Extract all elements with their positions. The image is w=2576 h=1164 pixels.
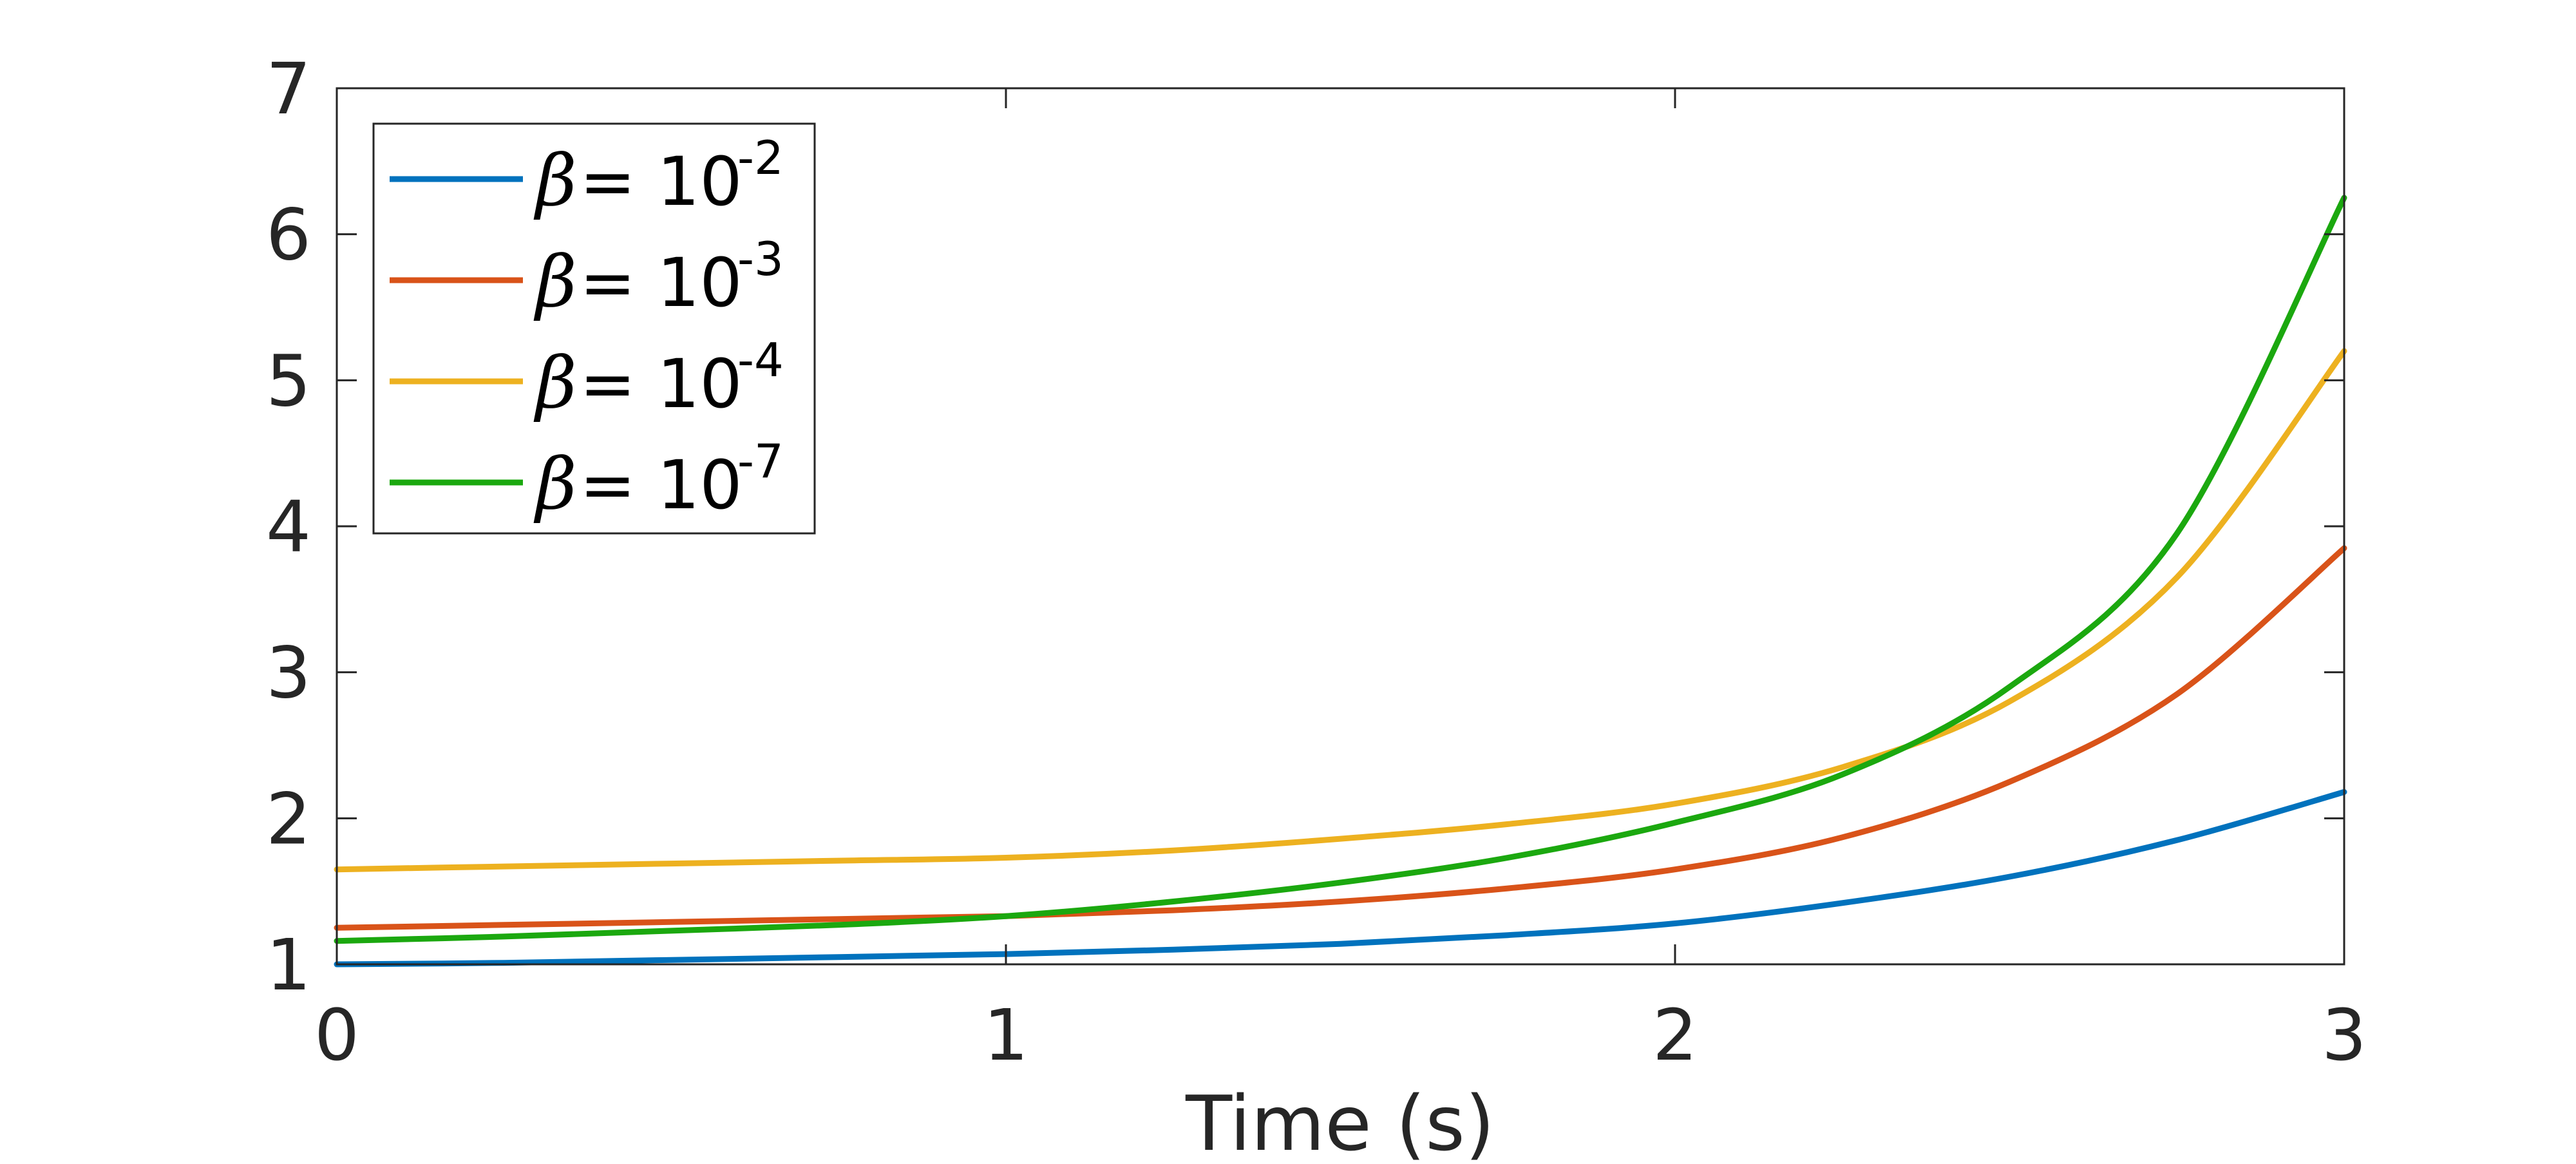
y-tick-label-7: 7 (266, 48, 311, 130)
legend-exponent: -2 (737, 131, 784, 185)
x-tick-label-2: 2 (1653, 994, 1698, 1076)
series-line-2 (334, 545, 2347, 931)
series-line-1 (334, 789, 2347, 968)
legend-label: = 10 (580, 142, 743, 221)
legend-exponent: -4 (737, 333, 784, 387)
y-tick-label-6: 6 (266, 194, 311, 276)
series-layer (334, 195, 2347, 968)
y-tick-label-2: 2 (266, 778, 311, 860)
x-tick-label-0: 0 (314, 994, 359, 1076)
x-axis-title: Time (s) (1185, 1079, 1495, 1164)
y-tick-label-5: 5 (266, 339, 311, 422)
legend-label: = 10 (580, 345, 743, 423)
legend-exponent: -3 (737, 232, 784, 286)
x-tick-label-1: 1 (983, 994, 1028, 1076)
legend-box (372, 122, 816, 535)
series-line-4 (334, 195, 2347, 944)
y-tick-label-1: 1 (266, 924, 311, 1006)
legend-label: = 10 (580, 446, 743, 524)
legend-entry-3: β = 10-4 (390, 333, 784, 424)
legend-symbol: β (533, 139, 577, 222)
y-tick-label-4: 4 (266, 486, 311, 568)
legend-label: = 10 (580, 243, 743, 322)
legend-symbol: β (533, 443, 577, 525)
legend-symbol: β (533, 341, 577, 424)
legend-entry-1: β = 10-2 (390, 131, 784, 222)
legend: β = 10-2β = 10-3β = 10-4β = 10-7 (372, 122, 816, 535)
legend-exponent: -7 (737, 434, 784, 488)
plot-frame (336, 87, 2345, 966)
x-tick-label-3: 3 (2322, 994, 2367, 1076)
legend-items: β = 10-2β = 10-3β = 10-4β = 10-7 (390, 131, 784, 525)
x-tick-labels: 0 1 2 3 (314, 994, 2367, 1076)
legend-symbol: β (533, 240, 577, 323)
legend-entry-2: β = 10-3 (390, 232, 784, 323)
series-line-3 (334, 348, 2347, 873)
y-tick-labels: 1 2 3 4 5 6 7 (266, 48, 311, 1006)
legend-entry-4: β = 10-7 (390, 434, 784, 525)
y-tick-label-3: 3 (266, 632, 311, 714)
